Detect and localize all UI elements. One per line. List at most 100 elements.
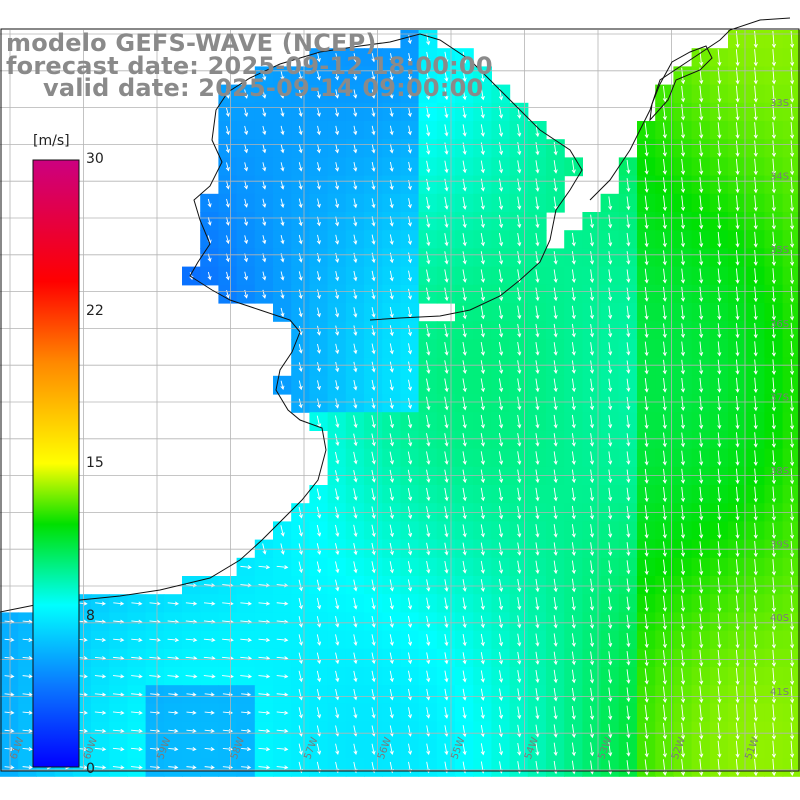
wind-arrow <box>498 378 504 393</box>
wind-arrow <box>535 633 540 647</box>
wind-arrow <box>371 615 376 628</box>
wind-arrow <box>771 122 776 139</box>
wind-arrow <box>644 286 649 302</box>
wind-arrow <box>644 305 649 320</box>
wind-arrow <box>407 579 413 592</box>
wind-arrow <box>462 451 467 465</box>
wind-arrow <box>626 159 631 175</box>
wind-arrow <box>790 668 795 686</box>
coastline <box>0 33 583 613</box>
wind-arrow <box>298 670 303 683</box>
wind-arrow <box>753 758 758 777</box>
wind-arrow <box>444 160 449 174</box>
wind-arrow <box>735 177 740 194</box>
wind-arrow <box>316 53 321 63</box>
wind-arrow <box>735 231 740 248</box>
wind-arrow <box>131 747 143 752</box>
wind-arrow <box>262 162 267 172</box>
wind-arrow <box>186 765 197 770</box>
wind-arrow <box>298 707 303 719</box>
wind-arrow <box>480 323 485 338</box>
wind-arrow <box>517 742 522 756</box>
wind-arrow <box>662 450 667 466</box>
wind-arrow <box>462 69 467 82</box>
wind-arrow <box>662 759 667 776</box>
wind-arrow <box>371 252 376 264</box>
wind-arrow <box>699 341 704 357</box>
wind-arrow <box>735 577 740 594</box>
wind-arrow <box>771 486 776 503</box>
wind-arrow <box>589 414 595 429</box>
wind-arrow <box>589 614 595 629</box>
wind-arrow <box>608 723 613 739</box>
wind-arrow <box>335 597 340 610</box>
wind-arrow <box>389 597 394 610</box>
wind-arrow <box>626 760 631 775</box>
wind-arrow <box>244 180 249 190</box>
wind-arrow <box>626 433 631 447</box>
wind-arrow <box>462 269 467 283</box>
wind-arrow <box>244 125 249 136</box>
wind-arrow <box>589 269 595 283</box>
wind-arrow <box>280 180 285 190</box>
wind-arrow <box>644 668 649 685</box>
wind-arrow <box>241 710 252 715</box>
wind-arrow <box>371 107 376 118</box>
wind-arrow <box>225 180 230 190</box>
wind-arrow <box>735 541 740 558</box>
wind-arrow <box>789 322 795 339</box>
wind-arrow <box>462 670 467 683</box>
wind-arrow <box>771 686 776 704</box>
wind-arrow <box>771 176 776 194</box>
wind-arrow <box>626 451 631 465</box>
wind-arrow <box>334 53 340 63</box>
wind-arrow <box>316 234 321 245</box>
wind-arrow <box>771 67 776 85</box>
wind-arrow <box>426 542 431 556</box>
wind-arrow <box>240 674 253 679</box>
wind-arrow <box>241 728 252 733</box>
wind-arrow <box>771 231 776 248</box>
wind-arrow <box>353 597 358 610</box>
wind-arrow <box>589 360 595 374</box>
wind-arrow <box>771 704 776 722</box>
wind-arrow <box>717 103 722 121</box>
wind-arrow <box>371 707 376 719</box>
wind-arrow <box>699 177 704 194</box>
wind-arrow <box>680 631 686 649</box>
wind-arrow <box>462 652 467 665</box>
wind-arrow <box>131 710 143 715</box>
wind-arrow <box>735 704 740 722</box>
wind-arrow <box>662 523 667 539</box>
wind-arrow <box>771 559 776 576</box>
wind-arrow <box>699 414 704 430</box>
wind-arrow <box>407 688 413 701</box>
wind-arrow <box>553 615 558 629</box>
wind-arrow <box>753 85 758 103</box>
wind-arrow <box>298 561 303 574</box>
wind-arrow <box>353 652 358 665</box>
wind-arrow <box>517 232 522 247</box>
wind-arrow <box>480 287 485 302</box>
wind-arrow <box>790 704 795 722</box>
wind-arrow <box>298 634 303 646</box>
wind-arrow <box>371 89 376 99</box>
wind-arrow <box>316 107 321 118</box>
wind-arrow <box>735 250 740 266</box>
wind-arrow <box>444 51 449 64</box>
wind-arrow <box>280 107 285 118</box>
wind-arrow <box>644 232 649 248</box>
wind-arrow <box>185 674 198 679</box>
wind-arrow <box>662 741 667 758</box>
wind-arrow <box>790 740 795 758</box>
wind-arrow <box>753 559 758 576</box>
wind-arrow <box>389 652 394 665</box>
wind-arrow <box>371 198 376 209</box>
wind-arrow <box>608 451 613 465</box>
wind-arrow <box>717 140 722 157</box>
wind-arrow <box>298 344 303 354</box>
wind-arrow <box>717 740 722 758</box>
wind-arrow <box>753 541 758 558</box>
wind-arrow <box>389 71 394 81</box>
wind-arrow <box>389 343 394 355</box>
